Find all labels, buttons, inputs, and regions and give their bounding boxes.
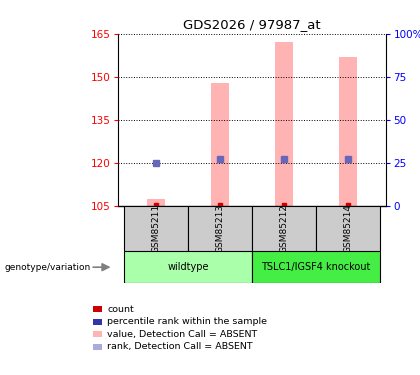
Text: rank, Detection Call = ABSENT: rank, Detection Call = ABSENT	[107, 342, 253, 351]
Bar	[339, 57, 357, 206]
Bar	[252, 206, 316, 251]
Bar	[94, 331, 102, 337]
Text: value, Detection Call = ABSENT: value, Detection Call = ABSENT	[107, 330, 257, 339]
Text: GSM85214: GSM85214	[344, 204, 352, 253]
Text: TSLC1/IGSF4 knockout: TSLC1/IGSF4 knockout	[261, 262, 371, 272]
Text: GSM85213: GSM85213	[215, 204, 225, 254]
Text: GSM85211: GSM85211	[152, 204, 160, 254]
Bar	[94, 344, 102, 350]
Text: percentile rank within the sample: percentile rank within the sample	[107, 317, 267, 326]
Bar	[124, 251, 252, 283]
Bar	[147, 199, 165, 206]
Bar	[188, 206, 252, 251]
Bar	[94, 319, 102, 325]
Text: count: count	[107, 305, 134, 314]
Text: GSM85212: GSM85212	[279, 204, 289, 253]
Bar	[275, 42, 293, 206]
Bar	[94, 306, 102, 312]
Bar	[252, 251, 380, 283]
Title: GDS2026 / 97987_at: GDS2026 / 97987_at	[183, 18, 321, 31]
Bar	[124, 206, 188, 251]
Text: genotype/variation: genotype/variation	[4, 263, 90, 272]
Bar	[211, 82, 229, 206]
Bar	[316, 206, 380, 251]
Text: wildtype: wildtype	[167, 262, 209, 272]
